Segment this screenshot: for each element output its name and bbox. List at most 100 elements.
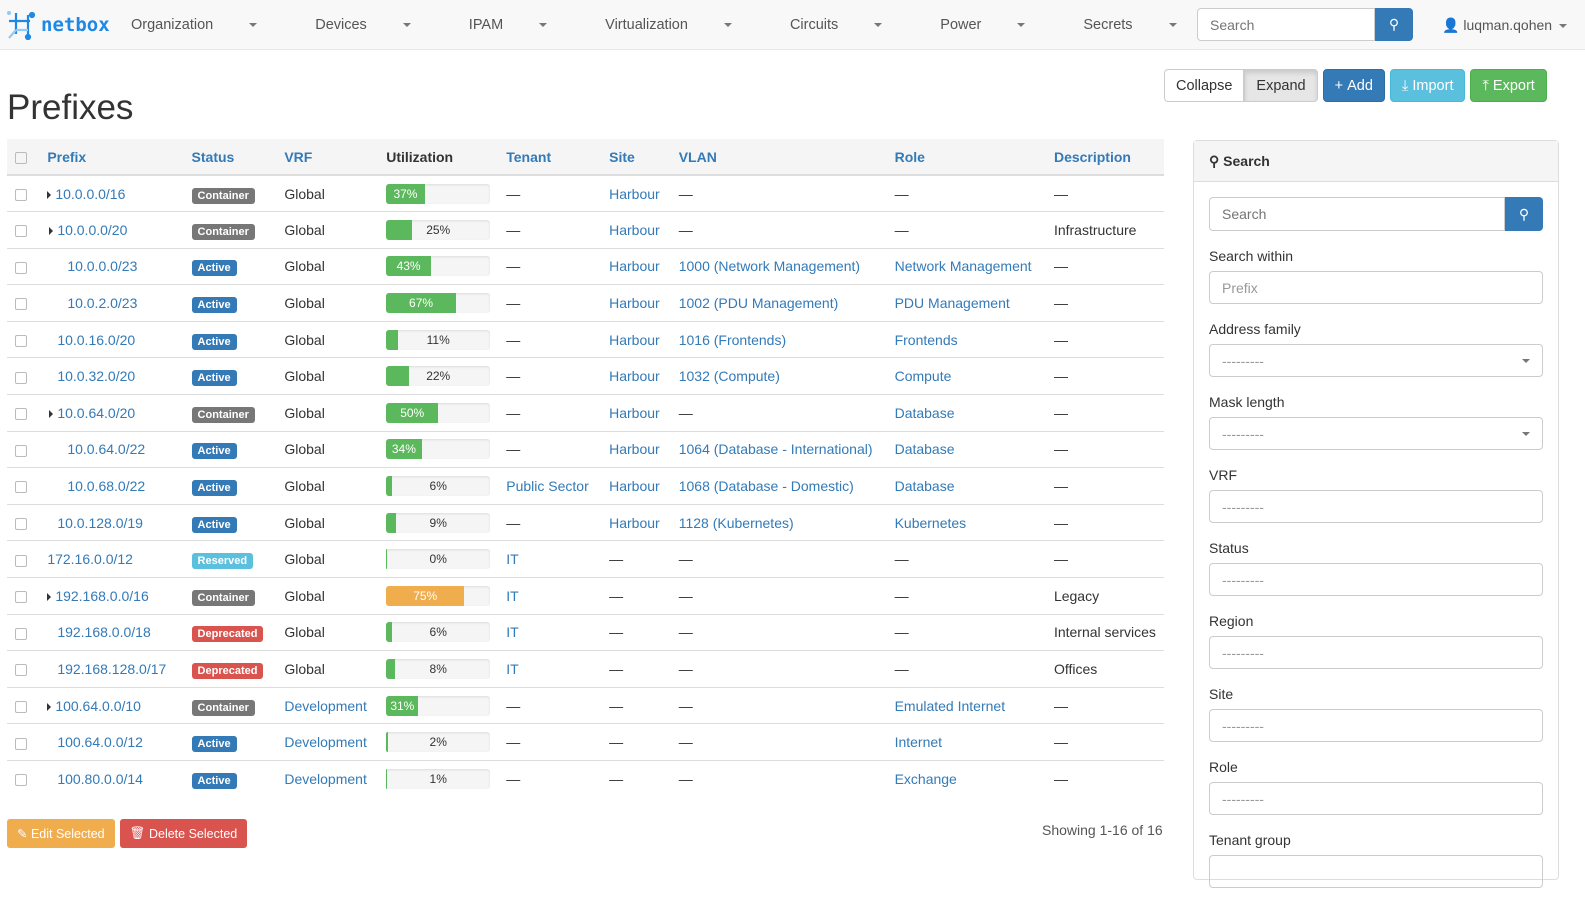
row-checkbox[interactable] [15,298,27,311]
menu-circuits[interactable]: Circuits [790,17,911,33]
column-header-vlan[interactable]: VLAN [674,139,891,176]
vlan-value[interactable]: 1064 (Database - International) [678,441,873,458]
expand-triangle-icon[interactable] [49,409,54,418]
tenant-value[interactable]: Public Sector [506,478,589,495]
vrf-value[interactable]: Development [284,771,367,788]
user-menu[interactable]: 👤 luqman.qohen [1442,17,1568,34]
import-button[interactable]: ⤓ Import [1389,69,1466,102]
delete-selected-button[interactable]: 🗑 Delete Selected [119,819,248,848]
prefix-link[interactable]: 10.0.32.0/20 [57,368,136,385]
column-header-status[interactable]: Status [187,139,281,176]
row-checkbox[interactable] [15,408,27,421]
row-checkbox[interactable] [15,700,27,713]
role-value[interactable]: Internet [894,734,943,751]
column-header-prefix[interactable]: Prefix [43,139,188,176]
menu-ipam[interactable]: IPAM [469,17,576,33]
filter-role-field[interactable]: --------- [1209,782,1543,815]
netbox-logo[interactable]: netbox [6,10,131,40]
menu-organization[interactable]: Organization [131,17,286,33]
prefix-link[interactable]: 100.80.0.0/14 [57,771,143,788]
column-header-site[interactable]: Site [605,139,675,176]
row-checkbox[interactable] [15,334,27,347]
site-value[interactable]: Harbour [609,185,660,202]
site-value[interactable]: Harbour [609,404,660,421]
row-checkbox[interactable] [15,554,27,567]
row-checkbox[interactable] [15,591,27,604]
sidebar-search-input[interactable] [1209,197,1505,231]
edit-selected-button[interactable]: ✎ Edit Selected [7,819,115,848]
vlan-value[interactable]: 1002 (PDU Management) [678,295,839,312]
prefix-link[interactable]: 10.0.68.0/22 [67,478,146,495]
collapse-button[interactable]: Collapse [1164,69,1245,102]
site-value[interactable]: Harbour [609,331,660,348]
expand-triangle-icon[interactable] [47,190,52,199]
site-value[interactable]: Harbour [609,258,660,275]
vlan-value[interactable]: 1128 (Kubernetes) [678,514,794,531]
vlan-value[interactable]: 1032 (Compute) [678,368,780,385]
expand-triangle-icon[interactable] [47,592,52,601]
row-checkbox[interactable] [15,188,27,201]
filter-vrf-field[interactable]: --------- [1209,490,1543,523]
vlan-value[interactable]: 1000 (Network Management) [678,258,861,275]
navbar-search-button[interactable]: ⚲ [1375,8,1413,41]
row-checkbox[interactable] [15,261,27,274]
tenant-value[interactable]: IT [506,624,519,641]
site-value[interactable]: Harbour [609,295,660,312]
site-value[interactable]: Harbour [609,221,660,238]
row-checkbox[interactable] [15,481,27,494]
prefix-link[interactable]: 10.0.64.0/22 [67,441,146,458]
role-value[interactable]: Database [894,478,955,495]
vrf-value[interactable]: Development [284,734,367,751]
prefix-link[interactable]: 100.64.0.0/10 [55,697,141,714]
prefix-link[interactable]: 10.0.64.0/20 [57,404,136,421]
column-header-role[interactable]: Role [890,139,1050,176]
menu-power[interactable]: Power [940,17,1054,33]
select-all-checkbox[interactable] [15,151,27,164]
site-value[interactable]: Harbour [609,441,660,458]
prefix-link[interactable]: 192.168.128.0/17 [57,661,167,678]
row-checkbox[interactable] [15,371,27,384]
expand-triangle-icon[interactable] [49,226,54,235]
prefix-link[interactable]: 192.168.0.0/18 [57,624,151,641]
filter-search-within-field[interactable]: Prefix [1209,271,1543,304]
tenant-value[interactable]: IT [506,661,519,678]
vrf-value[interactable]: Development [284,697,367,714]
prefix-link[interactable]: 10.0.16.0/20 [57,331,136,348]
prefix-link[interactable]: 192.168.0.0/16 [55,587,149,604]
prefix-link[interactable]: 100.64.0.0/12 [57,734,143,751]
add-button[interactable]: + Add [1322,69,1385,102]
row-checkbox[interactable] [15,517,27,530]
filter-status-field[interactable]: --------- [1209,563,1543,596]
role-value[interactable]: Network Management [894,258,1032,275]
tenant-value[interactable]: IT [506,587,519,604]
role-value[interactable]: Compute [894,368,952,385]
tenant-value[interactable]: IT [506,551,519,568]
prefix-link[interactable]: 10.0.0.0/23 [67,258,138,275]
navbar-search-input[interactable] [1197,8,1375,41]
row-checkbox[interactable] [15,627,27,640]
menu-secrets[interactable]: Secrets [1083,17,1205,33]
prefix-link[interactable]: 10.0.0.0/20 [57,221,128,238]
column-header-tenant[interactable]: Tenant [502,139,606,176]
vlan-value[interactable]: 1016 (Frontends) [678,331,787,348]
expand-triangle-icon[interactable] [47,702,52,711]
role-value[interactable]: Kubernetes [894,514,967,531]
filter-region-field[interactable]: --------- [1209,636,1543,669]
column-header-description[interactable]: Description [1049,139,1164,176]
column-header-vrf[interactable]: VRF [280,139,383,176]
prefix-link[interactable]: 10.0.2.0/23 [67,295,138,312]
site-value[interactable]: Harbour [609,514,660,531]
role-value[interactable]: Database [894,441,955,458]
export-button[interactable]: ⤒ Export [1470,69,1547,102]
row-checkbox[interactable] [15,737,27,750]
row-checkbox[interactable] [15,774,27,787]
site-value[interactable]: Harbour [609,368,660,385]
row-checkbox[interactable] [15,225,27,238]
role-value[interactable]: Emulated Internet [894,697,1006,714]
vlan-value[interactable]: 1068 (Database - Domestic) [678,478,854,495]
row-checkbox[interactable] [15,444,27,457]
menu-virtualization[interactable]: Virtualization [605,17,761,33]
menu-devices[interactable]: Devices [315,17,440,33]
prefix-link[interactable]: 10.0.128.0/19 [57,514,143,531]
filter-address-family-field[interactable]: --------- [1209,344,1543,377]
